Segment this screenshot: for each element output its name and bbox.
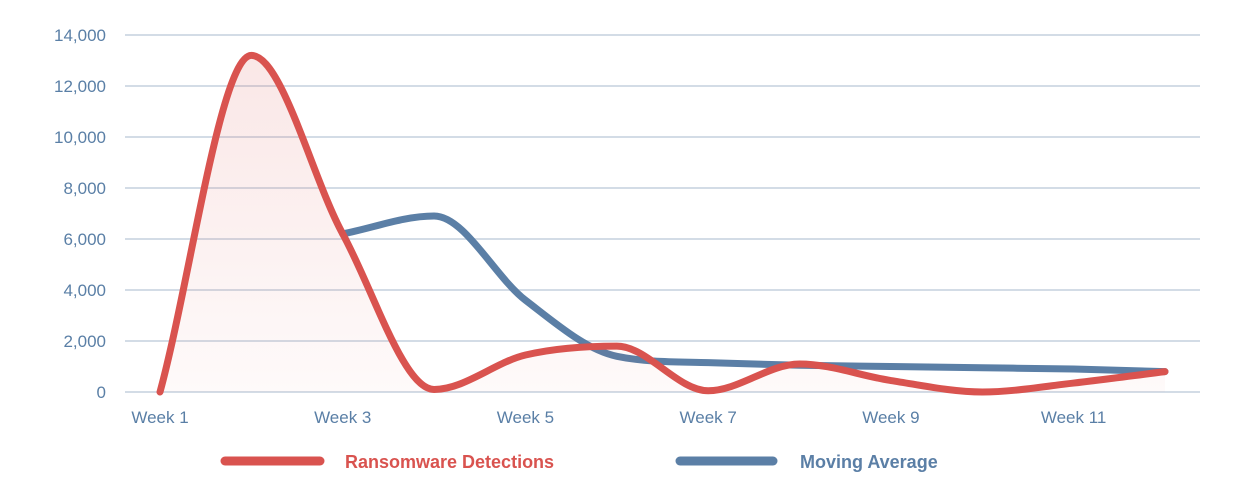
y-tick-label: 6,000 (63, 230, 106, 249)
ransomware-detections-line (156, 51, 1169, 396)
y-tick-label: 14,000 (54, 26, 106, 45)
legend-label-ransomware-detections: Ransomware Detections (345, 452, 554, 472)
legend: Ransomware Detections Moving Average (220, 452, 938, 472)
x-tick-label: Week 9 (862, 408, 919, 427)
x-tick-label: Week 11 (1041, 408, 1107, 427)
y-tick-label: 8,000 (63, 179, 106, 198)
y-tick-label: 0 (97, 383, 106, 402)
x-axis-ticks: Week 1 Week 3 Week 5 Week 7 Week 9 Week 11 (131, 408, 1106, 427)
y-tick-label: 10,000 (54, 128, 106, 147)
x-tick-label: Week 3 (314, 408, 371, 427)
x-tick-label: Week 7 (680, 408, 737, 427)
x-tick-label: Week 5 (497, 408, 554, 427)
x-tick-label: Week 1 (131, 408, 188, 427)
y-tick-label: 2,000 (63, 332, 106, 351)
moving-average-line (339, 212, 1169, 376)
y-axis-ticks: 0 2,000 4,000 6,000 8,000 10,000 12,000 14,000 (54, 26, 106, 402)
ransomware-detections-area (160, 55, 1165, 393)
y-tick-label: 12,000 (54, 77, 106, 96)
y-tick-label: 4,000 (63, 281, 106, 300)
series-lines (156, 51, 1169, 396)
legend-label-moving-average: Moving Average (800, 452, 938, 472)
